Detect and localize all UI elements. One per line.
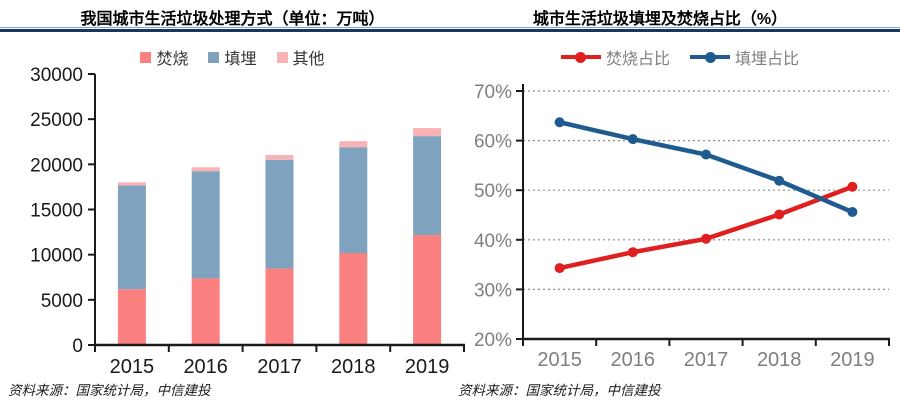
bar-segment-焚烧 — [413, 235, 442, 345]
right-chart-title: 城市生活垃圾填埋及焚烧占比（%） — [532, 11, 788, 28]
data-point-焚烧占比 — [554, 263, 565, 274]
data-point-焚烧占比 — [847, 181, 858, 192]
y-axis-label: 10000 — [30, 246, 83, 267]
bar-segment-填埋 — [339, 147, 368, 253]
y-axis-label: 5000 — [41, 291, 83, 312]
incineration-swatch-icon — [140, 51, 152, 63]
y-axis-label: 25000 — [30, 110, 83, 131]
x-axis-label: 2015 — [537, 349, 582, 371]
bar-segment-填埋 — [265, 159, 294, 269]
y-axis-label: 20% — [474, 330, 512, 351]
legend-item-landfill-share: 填埋占比 — [690, 45, 799, 69]
x-axis-label: 2018 — [331, 356, 376, 378]
legend-item-other: 其他 — [276, 45, 325, 69]
header-rule — [0, 27, 900, 32]
y-axis-label: 30000 — [30, 65, 83, 86]
bar-segment-其他 — [191, 167, 220, 172]
other-swatch-icon — [276, 51, 288, 63]
bar-segment-焚烧 — [117, 289, 146, 345]
y-axis-label: 50% — [474, 181, 512, 202]
x-axis-label: 2017 — [684, 349, 729, 371]
stacked-bar-chart: 0 5000 10000 15000 20000 25000 30000 2015 2016 20… — [30, 65, 465, 378]
y-axis-label: 15000 — [30, 201, 83, 222]
left-chart-title: 我国城市生活垃圾处理方式（单位：万吨） — [80, 11, 385, 28]
legend-item-landfill: 填埋 — [208, 45, 257, 69]
bar-segment-焚烧 — [265, 268, 294, 345]
data-line-填埋占比 — [559, 120, 854, 215]
line-chart: 20% 30% 40% 50% 60% 70% 2015 2016 2017 2018 2019 — [474, 82, 890, 371]
bar-segment-填埋 — [413, 136, 442, 236]
bar-segment-其他 — [117, 182, 146, 186]
right-chart-legend: 焚烧占比 填埋占比 — [460, 45, 900, 69]
data-point-填埋占比 — [847, 207, 858, 218]
landfill-swatch-icon — [208, 51, 220, 63]
legend-label-incineration: 焚烧 — [156, 51, 189, 68]
y-axis-label: 30% — [474, 280, 512, 301]
left-chart-legend: 焚烧 填埋 其他 — [0, 45, 465, 69]
x-axis-label: 2015 — [110, 356, 155, 378]
x-axis-label: 2017 — [257, 356, 302, 378]
data-point-填埋占比 — [554, 117, 565, 128]
bar-segment-填埋 — [117, 185, 146, 290]
x-axis-label: 2016 — [183, 356, 228, 378]
header-rule-bar — [0, 28, 900, 32]
data-point-焚烧占比 — [774, 209, 785, 220]
bar-segment-焚烧 — [191, 278, 220, 345]
data-line-焚烧占比 — [559, 184, 854, 271]
legend-label-landfill: 填埋 — [224, 51, 257, 68]
bar-segment-其他 — [339, 141, 368, 148]
legend-label-other: 其他 — [292, 51, 325, 68]
bar-segment-其他 — [413, 128, 442, 137]
y-axis-label: 60% — [474, 132, 512, 153]
incineration-line-marker-icon — [560, 51, 601, 63]
data-point-填埋占比 — [701, 149, 711, 160]
x-axis-label: 2019 — [405, 356, 450, 378]
data-point-焚烧占比 — [627, 247, 638, 258]
legend-label-landfill-share: 填埋占比 — [735, 51, 800, 68]
x-axis-label: 2018 — [757, 349, 802, 371]
bar-segment-填埋 — [191, 171, 220, 279]
y-axis-label: 40% — [474, 231, 512, 252]
bar-segment-焚烧 — [339, 252, 368, 345]
source-note-left: 资料来源：国家统计局，中信建投 — [8, 383, 211, 398]
data-point-填埋占比 — [627, 134, 638, 145]
legend-item-incineration: 焚烧 — [140, 45, 188, 69]
landfill-line-marker-icon — [690, 51, 730, 63]
data-point-焚烧占比 — [701, 233, 711, 244]
y-axis-label: 20000 — [30, 155, 83, 176]
y-axis-label: 70% — [474, 82, 512, 103]
data-point-填埋占比 — [774, 175, 785, 186]
x-axis-label: 2019 — [830, 349, 875, 371]
y-axis-label: 0 — [72, 336, 83, 357]
bar-segment-其他 — [265, 154, 294, 160]
source-note-right: 资料来源：国家统计局，中信建投 — [458, 383, 661, 398]
x-axis-label: 2016 — [611, 349, 656, 371]
legend-label-incineration-share: 焚烧占比 — [605, 51, 670, 68]
legend-item-incineration-share: 焚烧占比 — [560, 45, 670, 69]
